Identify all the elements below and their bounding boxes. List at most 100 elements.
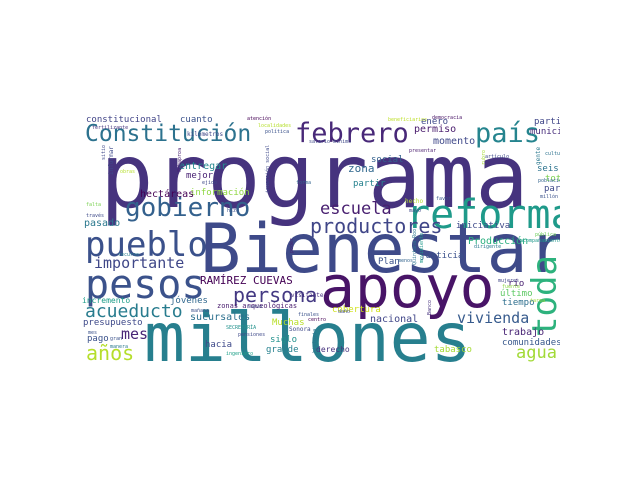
- word-centro: centro: [308, 317, 327, 323]
- word-gobierno: gobierno: [125, 193, 251, 223]
- word-vivienda: vivienda: [457, 309, 530, 327]
- word-nueva: nueva: [247, 304, 263, 310]
- word-mes: mes: [121, 325, 149, 343]
- word-salario-minimo: salario mínimo: [309, 139, 352, 145]
- word-cultural: cultural: [545, 151, 560, 157]
- word-hizo: hizo: [227, 208, 240, 214]
- word-tabasco: tabasco: [434, 345, 472, 355]
- word-momento: momento: [433, 136, 476, 147]
- word-ejido: ejido: [202, 180, 218, 186]
- word-politica: política: [265, 129, 290, 135]
- word-informar: informar: [108, 146, 115, 175]
- word-social: social: [371, 155, 404, 165]
- word-nacional: nacional: [370, 314, 419, 325]
- word-gente: gente: [535, 146, 542, 165]
- word-constitucional: constitucional: [86, 115, 162, 125]
- word-historia: historia: [312, 328, 318, 353]
- word-trabajo: trabajo: [502, 327, 545, 338]
- word-obras: obras: [120, 169, 136, 175]
- word-reforma: reforma: [406, 192, 560, 238]
- word-municipio: municipio: [530, 127, 560, 137]
- word-rio: río: [508, 279, 525, 289]
- word-zona: zona: [348, 162, 375, 175]
- word-incremento: incremento: [82, 296, 131, 305]
- word-acompanamiento: acompañamiento: [520, 238, 560, 244]
- word-atencion: atención: [247, 116, 272, 122]
- word-partir: partir: [353, 179, 386, 189]
- word-sucursales: sucursales: [190, 312, 251, 323]
- word-persona: persona: [233, 283, 318, 307]
- word-pago: pago: [87, 334, 109, 344]
- word-ultimo: último: [500, 289, 533, 299]
- word-hacia: hacia: [205, 340, 233, 350]
- word-mujeres: mujeres: [498, 278, 520, 284]
- word-poder: poder: [289, 237, 295, 253]
- word-gran: gran: [110, 336, 123, 342]
- word-muchas: Muchas: [272, 318, 305, 328]
- word-manana: mañana: [191, 308, 210, 314]
- word-dano: daño: [338, 309, 351, 315]
- word-sonora: Sonora: [289, 326, 311, 333]
- word-iniciativa: iniciativa: [456, 221, 511, 231]
- word-kilometros: kilómetros: [187, 131, 224, 138]
- word-cobertura: cobertura: [332, 305, 381, 315]
- word-democracia: democracia: [432, 115, 463, 121]
- word-secretaria: SECRETARÍA: [226, 325, 257, 331]
- word-finales: finales: [298, 312, 320, 318]
- word-bienestar: Bienestar: [200, 210, 560, 289]
- word-articulo: artículo: [485, 154, 510, 160]
- word-siglo: siglo: [270, 335, 298, 345]
- word-grande: grande: [266, 345, 299, 355]
- word-partido: partido: [534, 117, 560, 127]
- word-movimiento: movimiento: [419, 232, 425, 263]
- word-millon: millón: [540, 194, 559, 200]
- word-agua: agua: [516, 343, 557, 363]
- word-ramirez-cuevas: RAMÍREZ CUEVAS: [200, 274, 293, 287]
- word-pueblo: pueblo: [85, 225, 208, 265]
- word-zonas-arqueologicas: zonas arqueológicas: [217, 302, 298, 310]
- word-mejor: mejor: [186, 171, 214, 181]
- word-apoyo: apoyo: [320, 253, 495, 321]
- word-rubro: rubro: [481, 149, 487, 165]
- word-comunidades: comunidades: [502, 338, 560, 348]
- word-sitio: sitio: [101, 144, 107, 160]
- word-pasado: pasado: [84, 218, 121, 229]
- word-visitante: visitante: [291, 292, 324, 299]
- word-traves: través: [86, 213, 105, 219]
- word-localidades: localidades: [258, 123, 292, 129]
- word-pesos: pesos: [85, 262, 206, 308]
- word-millones: millones: [144, 299, 472, 366]
- word-entregar: entregar: [179, 161, 228, 172]
- word-enero: enero: [421, 117, 449, 127]
- word-seis: seis: [537, 164, 559, 174]
- word-plan: Plan: [378, 257, 400, 267]
- word-presentar: presentar: [409, 148, 437, 154]
- word-pensiones: pensiones: [238, 332, 266, 338]
- word-dirigente: dirigente: [474, 244, 502, 250]
- word-constitucion: Constitución: [85, 121, 252, 147]
- word-informacion: información: [190, 188, 250, 198]
- word-parte: parte: [544, 184, 560, 194]
- word-jovenes: jóvenes: [170, 296, 208, 306]
- word-febrero: febrero: [295, 118, 409, 149]
- word-total: total: [545, 174, 560, 184]
- word-tiempo: tiempo: [502, 298, 535, 308]
- word-anos: años: [86, 341, 135, 365]
- word-mayo: mayo: [409, 208, 422, 214]
- word-tarea: tarea: [530, 298, 546, 304]
- word-fobaproa: Fobaproa: [177, 147, 183, 172]
- word-publica: pública: [535, 232, 557, 238]
- word-acueducto: acueducto: [85, 301, 183, 322]
- word-escuela: escuela: [320, 199, 392, 219]
- word-derecho: derecho: [316, 345, 350, 354]
- word-banco: Banco: [427, 299, 433, 315]
- word-fertilizante: fertilizante: [92, 125, 129, 131]
- word-cloud: programa Bienestar millones apoyo pesos …: [80, 115, 560, 365]
- word-manera: manera: [110, 344, 129, 350]
- word-produccion: Producción: [468, 236, 529, 247]
- word-falta: falta: [86, 202, 102, 208]
- word-pais: país: [475, 118, 541, 149]
- word-ingeniero: ingeniero: [226, 351, 254, 357]
- word-permiso: permiso: [414, 124, 457, 135]
- word-hecho: hecho: [405, 198, 424, 205]
